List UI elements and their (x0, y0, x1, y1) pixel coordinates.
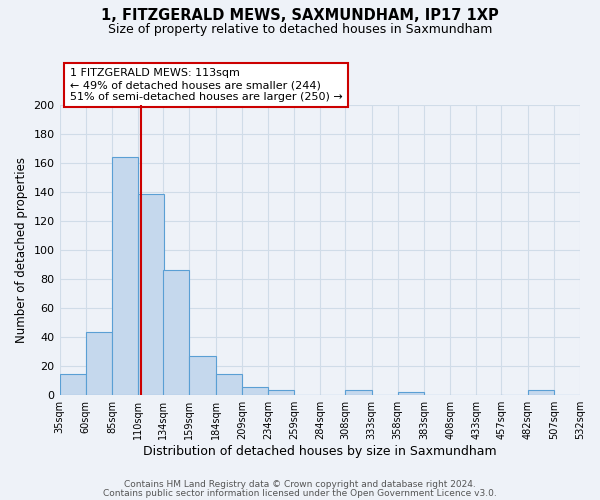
Bar (398, 392, 424, 394)
Text: Contains public sector information licensed under the Open Government Licence v3: Contains public sector information licen… (103, 488, 497, 498)
Bar (242, 388, 268, 394)
Bar (163, 270, 190, 394)
Bar (86, 332, 112, 394)
Bar (112, 157, 138, 394)
Text: 1, FITZGERALD MEWS, SAXMUNDHAM, IP17 1XP: 1, FITZGERALD MEWS, SAXMUNDHAM, IP17 1XP (101, 8, 499, 22)
Bar (59, 374, 86, 394)
X-axis label: Distribution of detached houses by size in Saxmundham: Distribution of detached houses by size … (143, 444, 497, 458)
Text: Size of property relative to detached houses in Saxmundham: Size of property relative to detached ho… (108, 22, 492, 36)
Text: Contains HM Land Registry data © Crown copyright and database right 2024.: Contains HM Land Registry data © Crown c… (124, 480, 476, 489)
Bar (190, 356, 215, 395)
Bar (527, 390, 554, 394)
Bar (346, 390, 371, 394)
Y-axis label: Number of detached properties: Number of detached properties (15, 156, 28, 342)
Text: 1 FITZGERALD MEWS: 113sqm
← 49% of detached houses are smaller (244)
51% of semi: 1 FITZGERALD MEWS: 113sqm ← 49% of detac… (70, 68, 343, 102)
Bar (138, 194, 164, 394)
Bar (268, 390, 294, 394)
Bar (215, 374, 242, 394)
